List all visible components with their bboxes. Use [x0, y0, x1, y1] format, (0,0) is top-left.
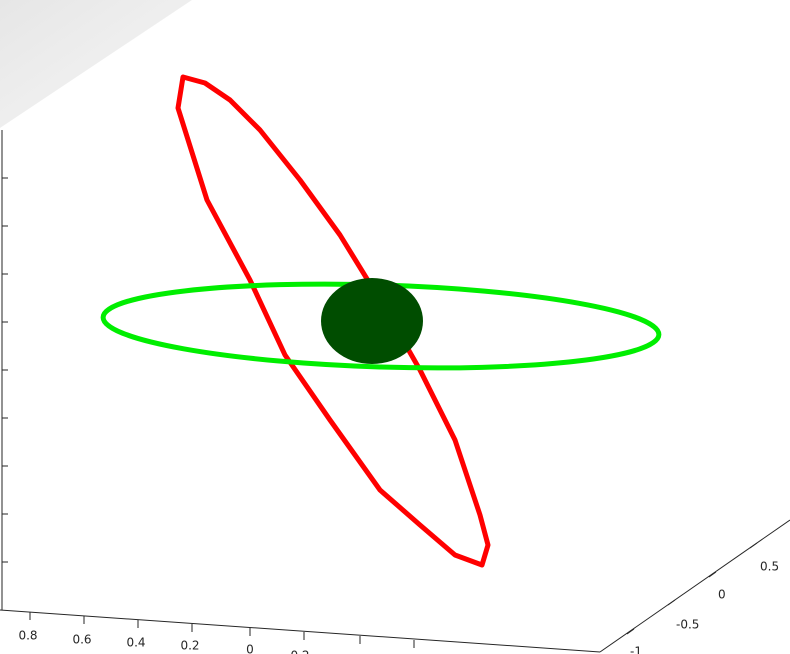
x-ticks — [29, 612, 415, 648]
y-tick-label: -0.5 — [676, 618, 699, 632]
red-orbit — [175, 74, 491, 568]
z-ticks — [2, 177, 8, 563]
y-tick-label: -1 — [630, 645, 642, 654]
central-body — [321, 278, 423, 364]
y-axis-line — [599, 519, 790, 653]
x-tick-label: 0.8 — [18, 629, 37, 643]
y-tick-label: 0.5 — [760, 560, 779, 574]
x-tick-label: 0.4 — [126, 636, 145, 650]
x-tick-label: 0.2 — [180, 639, 199, 653]
back-wall — [0, 0, 192, 128]
x-tick-label: 0 — [246, 643, 254, 654]
x-tick-label: 0.2 — [290, 649, 309, 654]
y-tick-label: 0 — [718, 588, 726, 602]
y-ticks — [626, 542, 758, 635]
x-axis-line — [0, 609, 601, 653]
x-tick-label: 0.6 — [72, 633, 91, 647]
